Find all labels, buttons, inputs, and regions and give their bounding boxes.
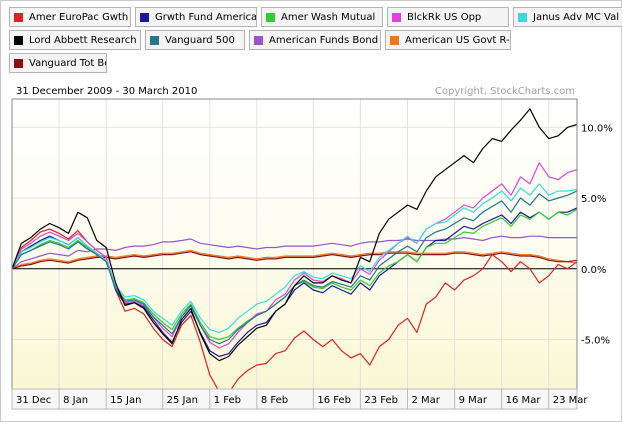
x-tick-label: 23 Feb xyxy=(364,395,398,406)
legend-swatch xyxy=(390,35,399,45)
legend-item-lord-abbett-research[interactable]: Lord Abbett Research xyxy=(9,30,141,50)
legend-label: Vanguard 500 xyxy=(165,34,235,46)
legend-item-american-us-govt-r-5[interactable]: American US Govt R-5 xyxy=(385,30,511,50)
plot-area xyxy=(12,99,577,389)
x-tick-label: 8 Jan xyxy=(63,395,88,406)
legend-swatch xyxy=(392,12,401,22)
legend-item-blckrk-us-opp[interactable]: BlckRk US Opp xyxy=(387,7,509,27)
x-tick-label: 9 Mar xyxy=(459,395,488,406)
legend-item-american-funds-bond[interactable]: American Funds Bond xyxy=(249,30,381,50)
x-axis-strip xyxy=(11,388,578,410)
legend-label: Amer EuroPac Gwth xyxy=(29,11,129,23)
legend-label: Vanguard Tot Bond xyxy=(29,57,106,69)
legend-swatch xyxy=(254,35,263,45)
x-tick-label: 1 Feb xyxy=(214,395,241,406)
legend-label: Amer Wash Mutual xyxy=(281,11,376,23)
x-tick-label: 16 Mar xyxy=(506,395,542,406)
legend-label: Lord Abbett Research xyxy=(29,34,137,46)
legend-swatch xyxy=(14,58,23,68)
legend-swatch xyxy=(140,12,149,22)
legend-item-amer-europac-gwth[interactable]: Amer EuroPac Gwth xyxy=(9,7,131,27)
series-line-janus-adv-mc-val xyxy=(11,183,578,333)
series-line-blckrk-us-opp xyxy=(11,162,578,349)
x-tick-label: 15 Jan xyxy=(110,395,141,406)
legend-swatch xyxy=(518,12,527,22)
x-tick-label: 8 Feb xyxy=(261,395,288,406)
x-tick-label: 2 Mar xyxy=(412,395,441,406)
legend-item-vanguard-500[interactable]: Vanguard 500 xyxy=(145,30,245,50)
legend-item-amer-wash-mutual[interactable]: Amer Wash Mutual xyxy=(261,7,383,27)
series-line-lord-abbett-research xyxy=(11,108,578,362)
legend-swatch xyxy=(266,12,275,22)
y-tick-label: -5.0% xyxy=(581,335,610,346)
x-tick-label: 31 Dec xyxy=(16,395,51,406)
legend-label: Grwth Fund America xyxy=(155,11,257,23)
legend-label: American US Govt R-5 xyxy=(405,34,511,46)
legend-swatch xyxy=(150,35,159,45)
x-tick-label: 25 Jan xyxy=(167,395,198,406)
legend-swatch xyxy=(14,35,23,45)
legend-label: BlckRk US Opp xyxy=(407,11,482,23)
copyright-notice: Copyright, StockCharts.com xyxy=(435,86,575,97)
legend-swatch xyxy=(14,12,23,22)
legend-label: Janus Adv MC Val xyxy=(533,11,620,23)
legend-item-vanguard-tot-bond[interactable]: Vanguard Tot Bond xyxy=(9,53,107,73)
legend-label: American Funds Bond xyxy=(269,34,379,46)
x-tick-label: 16 Feb xyxy=(317,395,351,406)
y-tick-label: 0.0% xyxy=(581,265,606,276)
x-tick-label: 23 Mar xyxy=(553,395,589,406)
y-tick-label: 10.0% xyxy=(581,123,613,134)
y-tick-label: 5.0% xyxy=(581,194,606,205)
legend-item-janus-adv-mc-val[interactable]: Janus Adv MC Val xyxy=(513,7,622,27)
series-line-american-us-govt-r-5 xyxy=(11,249,578,270)
date-range: 31 December 2009 - 30 March 2010 xyxy=(16,86,197,97)
legend-item-grwth-fund-america[interactable]: Grwth Fund America xyxy=(135,7,257,27)
